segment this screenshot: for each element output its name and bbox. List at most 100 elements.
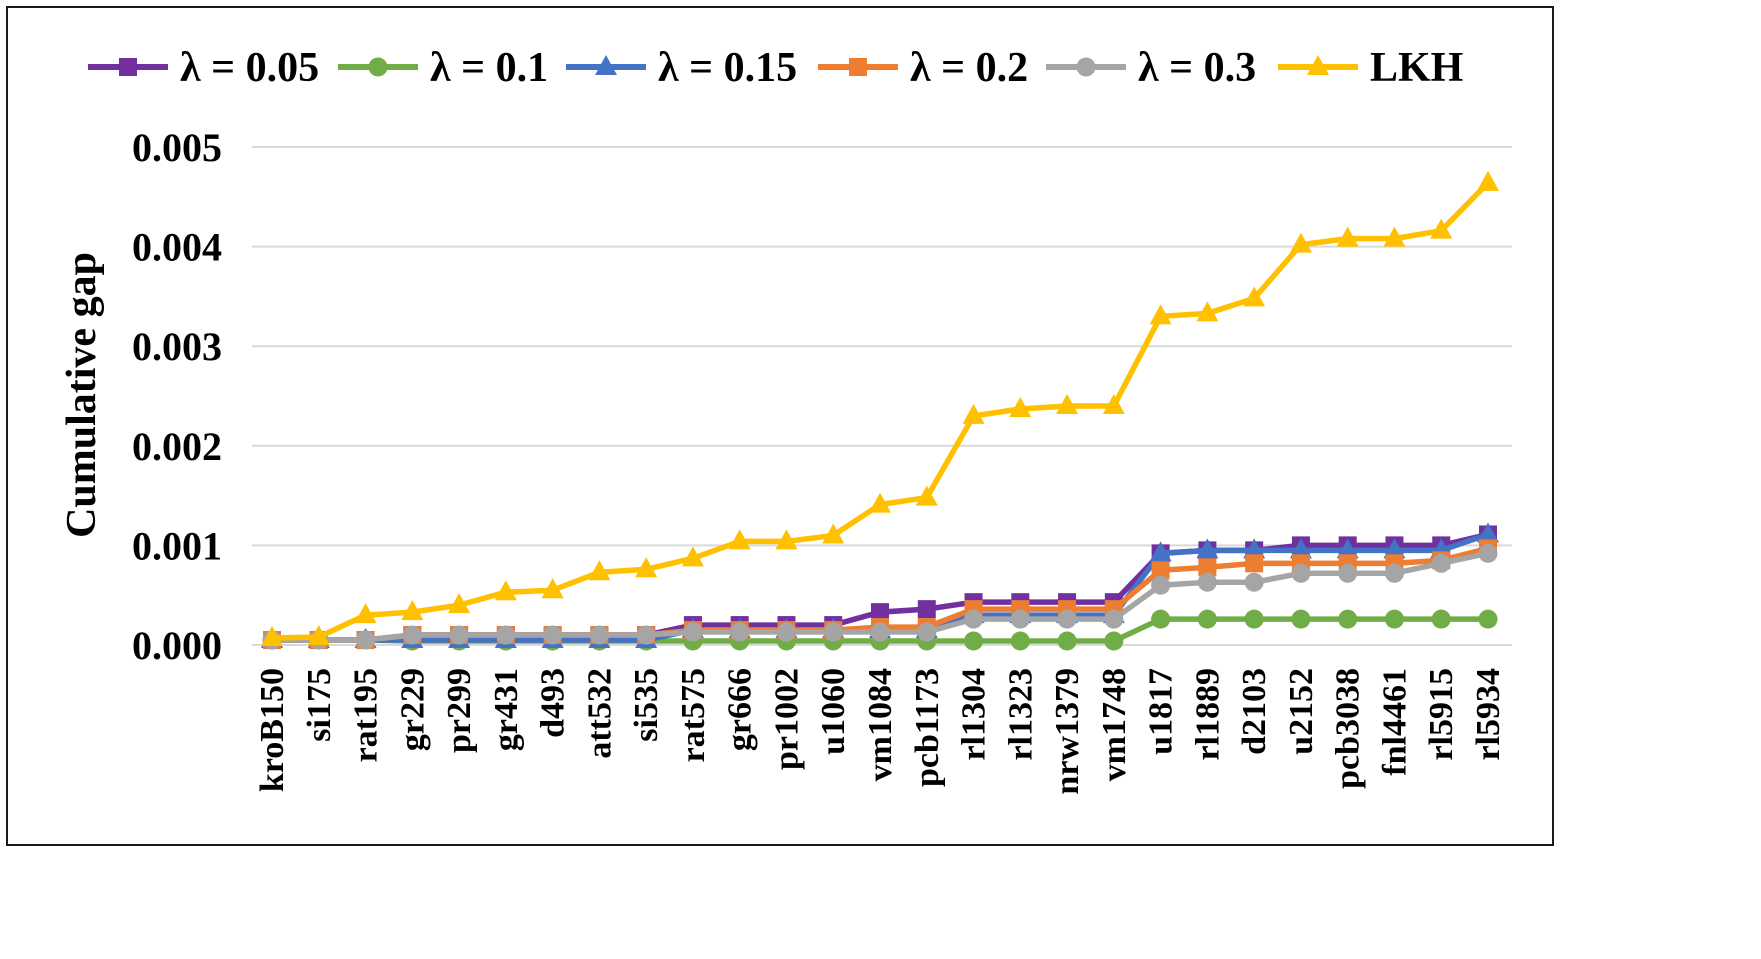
data-point <box>1291 609 1311 629</box>
data-point <box>1383 538 1406 559</box>
data-point <box>1245 554 1264 573</box>
x-tick-label: rl1323 <box>1002 668 1039 761</box>
data-point <box>1149 541 1172 562</box>
y-axis-title: Cumulative gap <box>59 252 105 538</box>
legend-marker <box>1076 57 1096 77</box>
data-point <box>496 625 516 645</box>
x-tick-label: rl1304 <box>956 668 993 761</box>
y-tick-label: 0.001 <box>132 523 222 568</box>
x-tick-label: nrw1379 <box>1049 668 1086 795</box>
x-tick-label: gr431 <box>488 668 525 751</box>
legend-label: λ = 0.05 <box>180 45 319 91</box>
data-point <box>1336 538 1359 559</box>
data-point <box>1289 232 1312 253</box>
data-point <box>1384 563 1404 583</box>
data-point <box>962 403 985 424</box>
data-point <box>1104 609 1124 629</box>
data-point <box>1478 543 1498 563</box>
legend-item-2: λ = 0.15 <box>566 45 797 91</box>
data-point <box>1338 609 1358 629</box>
data-point <box>917 600 936 619</box>
data-point <box>1430 218 1453 239</box>
x-tick-label: d2103 <box>1236 668 1273 755</box>
data-point <box>915 485 938 506</box>
legend-marker <box>119 58 137 76</box>
y-tick-label: 0.004 <box>132 225 222 270</box>
legend-label: λ = 0.15 <box>658 45 797 91</box>
gridlines <box>252 146 1512 646</box>
data-point <box>1102 393 1125 414</box>
data-point <box>1197 609 1217 629</box>
data-point <box>1198 558 1217 577</box>
data-point <box>1291 563 1311 583</box>
data-point <box>964 631 984 651</box>
data-point <box>1244 609 1264 629</box>
data-point <box>636 625 656 645</box>
x-tick-label: pr1002 <box>768 668 805 770</box>
x-tick-label: gr666 <box>722 668 759 751</box>
data-point <box>402 625 422 645</box>
data-point <box>1243 286 1266 307</box>
data-point <box>1151 575 1171 595</box>
x-tick-label: vm1084 <box>862 668 899 781</box>
data-point <box>401 600 424 621</box>
data-point <box>1243 538 1266 559</box>
legend-item-0: λ = 0.05 <box>88 45 319 91</box>
x-tick-label: rat575 <box>675 668 712 762</box>
data-point <box>964 609 984 629</box>
data-point <box>494 580 517 601</box>
x-tick-label: rl5915 <box>1423 668 1460 761</box>
legend-label: λ = 0.2 <box>910 45 1028 91</box>
data-point <box>1197 572 1217 592</box>
data-point <box>1057 609 1077 629</box>
x-tick-label: u1817 <box>1143 668 1180 755</box>
legend-marker <box>368 57 388 77</box>
x-tick-label: rat195 <box>348 668 385 762</box>
data-point <box>1010 609 1030 629</box>
data-point <box>1056 393 1079 414</box>
data-point <box>448 593 471 614</box>
x-tick-label: att532 <box>581 668 618 759</box>
data-point <box>730 622 750 642</box>
x-tick-label: d493 <box>535 668 572 738</box>
y-axis-ticks: 0.000 0.001 0.002 0.003 0.004 0.005 <box>132 125 222 668</box>
data-point <box>543 625 563 645</box>
legend-label: λ = 0.3 <box>1138 45 1256 91</box>
data-point <box>1289 538 1312 559</box>
data-point <box>1149 304 1172 325</box>
x-tick-label: gr229 <box>394 668 431 751</box>
data-point <box>917 622 937 642</box>
data-point <box>1151 609 1171 629</box>
data-point <box>1010 631 1030 651</box>
data-point <box>681 546 704 567</box>
data-point <box>683 622 703 642</box>
data-point <box>823 622 843 642</box>
data-point <box>588 560 611 581</box>
data-point <box>822 523 845 544</box>
data-point <box>871 603 889 622</box>
x-tick-label: rl1889 <box>1189 668 1226 761</box>
data-point <box>1057 631 1077 651</box>
x-tick-label: rl5934 <box>1470 668 1507 761</box>
data-point <box>1336 226 1359 247</box>
legend: λ = 0.05 λ = 0.1 λ = 0.15 λ = 0.2 λ = 0.3 LKH <box>88 45 1463 91</box>
x-axis-ticks: kroB150 si175 rat195 gr229 pr299 gr431 d493 att… <box>254 668 1507 795</box>
data-point <box>449 625 469 645</box>
legend-marker <box>595 55 617 75</box>
y-tick-label: 0.002 <box>132 424 222 469</box>
x-tick-label: si535 <box>628 668 665 742</box>
y-tick-label: 0.005 <box>132 125 222 170</box>
x-tick-label: u1060 <box>815 668 852 755</box>
data-point <box>635 557 658 578</box>
data-point <box>1383 226 1406 247</box>
data-point <box>1104 631 1124 651</box>
x-tick-label: fnl4461 <box>1376 668 1413 776</box>
x-tick-label: pr299 <box>441 668 478 753</box>
legend-marker <box>1307 55 1329 75</box>
data-point <box>1477 522 1499 543</box>
legend-label: λ = 0.1 <box>430 45 548 91</box>
data-point <box>1477 170 1499 191</box>
data-point <box>1196 301 1219 322</box>
data-point <box>307 625 330 646</box>
data-point <box>1431 609 1451 629</box>
